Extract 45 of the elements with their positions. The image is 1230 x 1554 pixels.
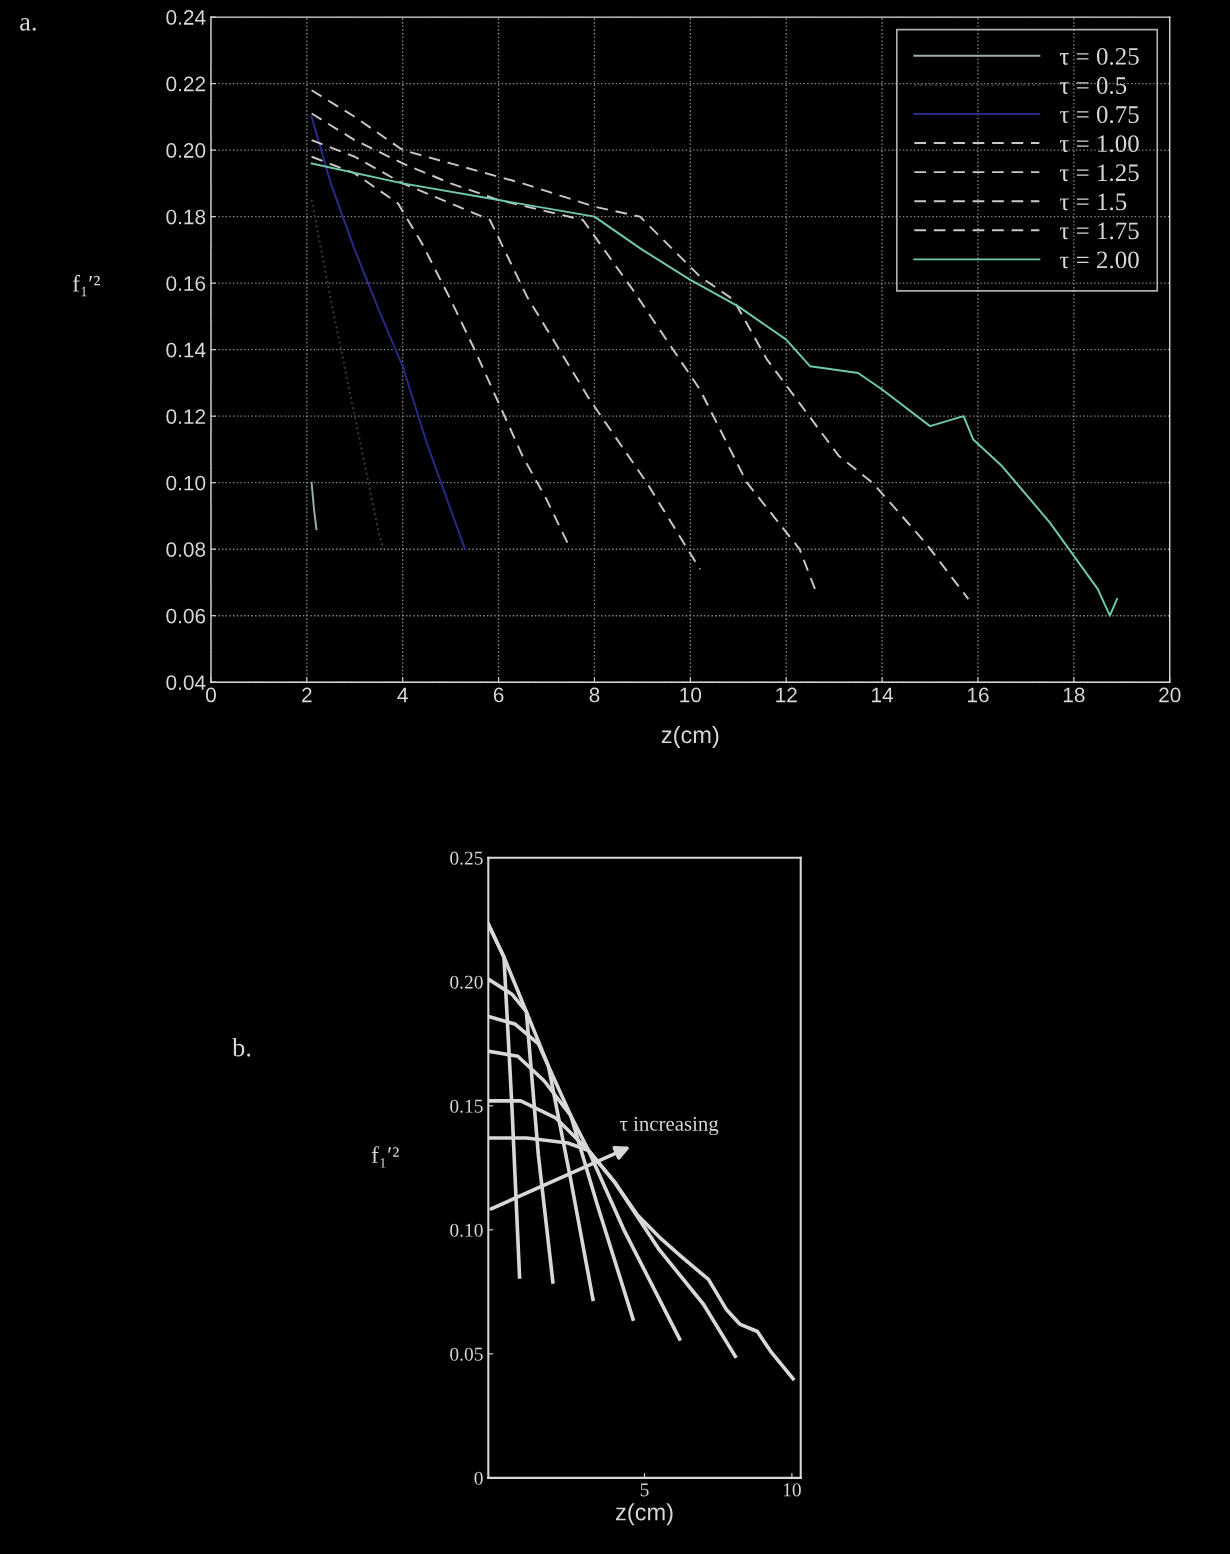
x-tick-label: 18 (1063, 687, 1085, 703)
y-tick-label: 0.20 (450, 975, 483, 989)
x-tick-label: 2 (302, 687, 312, 703)
x-tick-label: 14 (872, 687, 894, 703)
x-tick-label: 4 (397, 687, 408, 703)
x-tick-label: 16 (967, 687, 989, 703)
x-axis-title: z(cm) (661, 725, 719, 748)
y-tick-label: 0.14 (166, 342, 206, 358)
x-tick-label: 8 (589, 687, 600, 703)
y-tick-label: 0.16 (166, 276, 206, 291)
y-tick-label: 0.08 (166, 542, 206, 557)
y-tick-label: 0.18 (166, 209, 206, 225)
x-tick-label: 10 (680, 687, 702, 703)
x-tick-label: 12 (776, 687, 797, 703)
legend-label: τ = 0.5 (1059, 77, 1127, 95)
y-tick-label: 0.10 (166, 475, 206, 491)
y-tick-label: 0.06 (166, 608, 206, 624)
text: a. (20, 18, 36, 31)
y-tick-label: 0.20 (166, 143, 206, 158)
x-tick-label: 20 (1159, 687, 1181, 703)
y-axis-title: f₁′² (371, 1146, 399, 1168)
x-tick-label: 0 (205, 687, 216, 703)
y-tick-label: 0.12 (166, 409, 206, 424)
y-tick-label: 0 (474, 1471, 483, 1485)
y-tick-label: 0.25 (450, 851, 483, 865)
x-axis-title: z(cm) (615, 1503, 673, 1526)
y-tick-label: 0.24 (166, 10, 206, 25)
y-tick-label: 0.10 (450, 1223, 483, 1237)
legend-label: τ = 1.00 (1059, 135, 1139, 153)
legend-label: τ = 1.75 (1059, 222, 1139, 240)
x-tick-label: 6 (493, 687, 504, 703)
legend-label: τ = 0.25 (1059, 47, 1139, 65)
legend-label: τ = 1.25 (1059, 164, 1139, 182)
y-tick-label: 0.22 (166, 76, 206, 92)
annotation: τ increasing (619, 1116, 719, 1136)
legend-label: τ = 1.5 (1059, 193, 1127, 211)
legend-label: τ = 0.75 (1059, 106, 1139, 124)
y-tick-label: 0.05 (450, 1347, 483, 1361)
x-tick-label: 10 (783, 1483, 801, 1497)
y-tick-label: 0.15 (450, 1099, 483, 1113)
y-axis-title: f₁′² (72, 274, 100, 297)
legend-label: τ = 2.00 (1059, 251, 1139, 269)
text: b. (232, 1037, 251, 1057)
x-tick-label: 5 (640, 1483, 649, 1497)
y-tick-label: 0.04 (166, 675, 206, 690)
